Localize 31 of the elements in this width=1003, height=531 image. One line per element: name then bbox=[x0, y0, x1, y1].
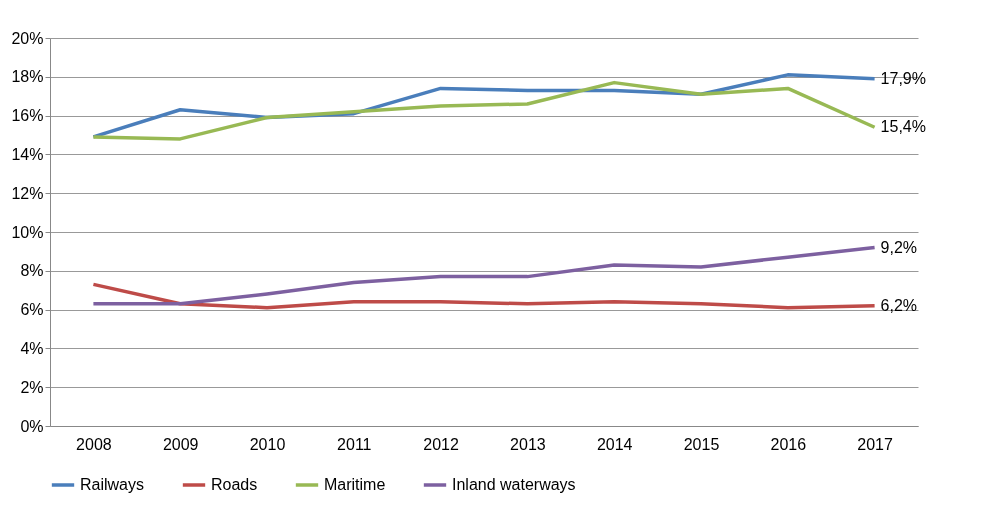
x-tick-label: 2010 bbox=[249, 435, 286, 453]
legend-label: Inland waterways bbox=[452, 476, 576, 493]
y-tick-label: 14% bbox=[11, 145, 44, 163]
y-tick-label: 0% bbox=[20, 417, 44, 435]
data-label: 17,9% bbox=[880, 69, 926, 87]
line-series bbox=[91, 245, 877, 306]
y-tick-label: 8% bbox=[20, 262, 44, 280]
data-label: 6,2% bbox=[880, 296, 918, 314]
y-tick-label: 6% bbox=[20, 301, 44, 319]
y-tick-label: 10% bbox=[11, 223, 44, 241]
y-tick-label: 12% bbox=[11, 184, 44, 202]
data-label: 15,4% bbox=[880, 118, 926, 136]
x-tick-label: 2008 bbox=[76, 435, 112, 453]
x-tick-label: 2015 bbox=[683, 435, 720, 453]
line-series bbox=[91, 282, 877, 310]
legend-label: Roads bbox=[211, 476, 258, 493]
x-tick-label: 2014 bbox=[596, 435, 633, 453]
x-tick-label: 2016 bbox=[770, 435, 807, 453]
x-tick-label: 2017 bbox=[857, 435, 893, 453]
y-tick-label: 18% bbox=[11, 68, 44, 86]
legend-label: Maritime bbox=[324, 476, 386, 493]
x-tick-label: 2011 bbox=[337, 435, 372, 453]
y-tick-label: 20% bbox=[11, 29, 44, 47]
y-tick-label: 4% bbox=[20, 339, 44, 357]
x-tick-label: 2012 bbox=[423, 435, 459, 453]
x-tick-label: 2009 bbox=[162, 435, 199, 453]
y-tick-label: 2% bbox=[20, 378, 44, 396]
data-label: 9,2% bbox=[880, 238, 918, 256]
x-tick-label: 2013 bbox=[510, 435, 546, 453]
legend-label: Railways bbox=[80, 476, 145, 493]
y-tick-label: 16% bbox=[11, 107, 44, 125]
